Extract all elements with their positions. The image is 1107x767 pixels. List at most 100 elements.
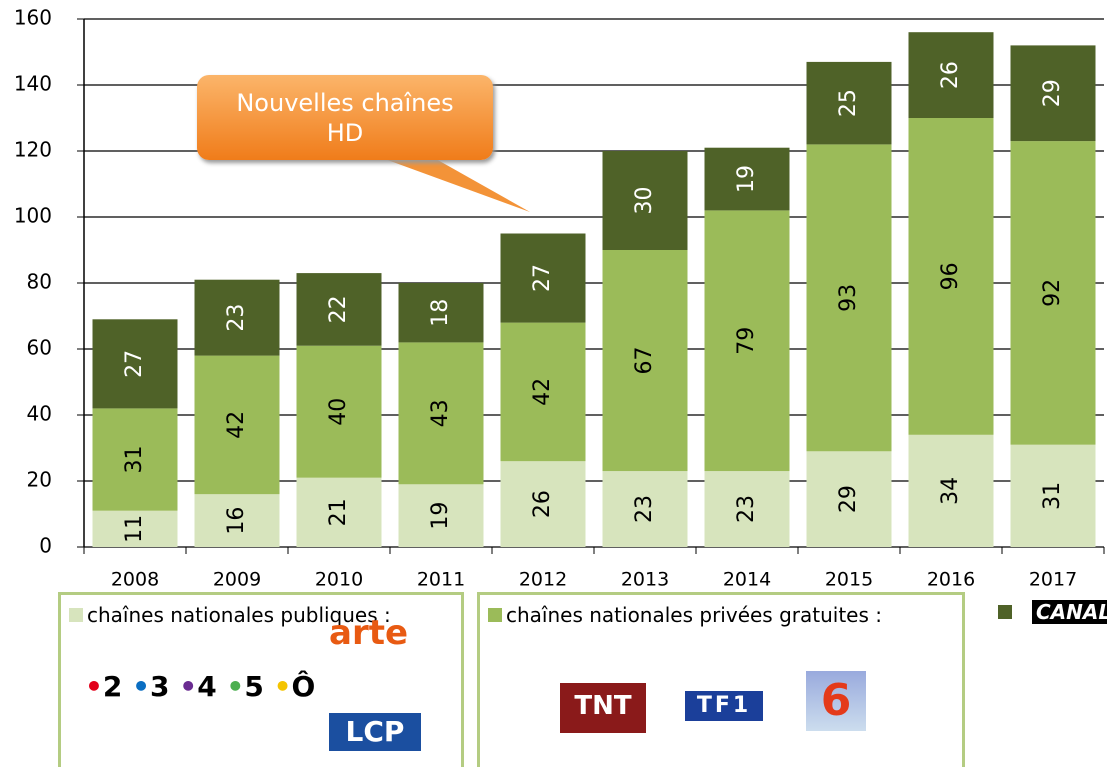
bar-segment — [194, 355, 280, 495]
bar-segment — [704, 147, 790, 211]
logo: 6 — [806, 671, 866, 731]
callout-pointer — [360, 150, 530, 212]
bar-segment — [908, 434, 994, 547]
bar-segment — [1010, 141, 1096, 445]
data-label: 40 — [326, 398, 351, 426]
data-label: 11 — [122, 515, 147, 543]
bar-segment — [398, 283, 484, 343]
bar-segment — [296, 345, 382, 478]
bar-segment — [194, 494, 280, 547]
bar-segment — [602, 471, 688, 547]
legend-label: CANAL+ — [1032, 600, 1107, 624]
x-tick-label: 2008 — [111, 569, 159, 591]
data-label: 79 — [734, 327, 759, 355]
y-tick-label: 40 — [27, 402, 52, 426]
y-tick-label: 160 — [14, 6, 52, 30]
x-tick-label: 2013 — [621, 569, 669, 591]
annotation-text: Nouvelles chaînes HD — [236, 88, 454, 147]
data-label: 26 — [938, 61, 963, 89]
bar-segment — [806, 451, 892, 547]
bar-segment — [806, 61, 892, 145]
legend-entry: chaînes nationales privées gratuites : — [480, 603, 962, 627]
data-label: 29 — [1040, 79, 1065, 107]
annotation: Nouvelles chaînes HD — [197, 75, 493, 160]
logo: 5 — [244, 670, 264, 703]
logo: 3 — [150, 670, 170, 703]
logo: 4 — [197, 670, 217, 703]
data-label: 26 — [530, 490, 555, 518]
logo: arte — [329, 613, 409, 653]
data-label: 34 — [938, 477, 963, 505]
data-label: 18 — [428, 299, 453, 327]
bar-segment — [92, 319, 178, 409]
chart: 0 20 40 60 80 100 120 140 160 2008 11 31 27 2009 16 42 2… — [14, 6, 1105, 591]
legend-swatch — [69, 608, 83, 622]
bar-segment — [1010, 45, 1096, 142]
data-label: 30 — [632, 187, 657, 215]
data-label: 16 — [224, 507, 249, 535]
bar-segment — [500, 322, 586, 462]
data-label: 25 — [836, 89, 861, 117]
data-label: 19 — [428, 502, 453, 530]
legend-label: chaînes nationales publiques : — [87, 603, 391, 627]
legend-entry: CANAL+ — [990, 600, 1107, 624]
logo-row: •2 •3 •4 •5 •Ô — [85, 670, 316, 703]
data-label: 31 — [122, 446, 147, 474]
data-label: 21 — [326, 498, 351, 526]
logo: Ô — [291, 670, 316, 703]
y-tick-label: 20 — [27, 468, 52, 492]
x-tick-label: 2014 — [723, 569, 771, 591]
bar-segment — [602, 250, 688, 472]
bar-segment — [92, 408, 178, 511]
data-label: 42 — [224, 411, 249, 439]
legend-box: chaînes nationales publiques : •2 •3 •4 … — [58, 592, 464, 767]
logo: TNT — [560, 683, 646, 733]
bar-segment — [500, 233, 586, 323]
bar-segment — [296, 273, 382, 346]
legend-box: chaînes nationales privées gratuites : T… — [477, 592, 965, 767]
logo: TF1 — [685, 691, 763, 721]
bar-segment — [908, 32, 994, 119]
bar-segment — [296, 477, 382, 547]
bar-segment — [398, 342, 484, 485]
data-label: 27 — [122, 350, 147, 378]
bar-segment — [704, 210, 790, 472]
data-label: 92 — [1040, 279, 1065, 307]
logo: 2 — [102, 670, 123, 703]
data-label: 23 — [734, 495, 759, 523]
legend-swatch — [998, 605, 1012, 619]
bar-segment — [398, 484, 484, 547]
y-tick-label: 80 — [27, 270, 52, 294]
data-label: 27 — [530, 264, 555, 292]
data-label: 23 — [224, 304, 249, 332]
logo: LCP — [329, 713, 421, 751]
x-tick-label: 2009 — [213, 569, 261, 591]
bar-segment — [500, 461, 586, 547]
legend-label: chaînes nationales privées gratuites : — [506, 603, 882, 627]
y-tick-label: 0 — [39, 534, 52, 558]
x-tick-label: 2017 — [1029, 569, 1077, 591]
bar-segment — [806, 144, 892, 452]
y-tick-label: 140 — [14, 72, 52, 96]
x-tick-label: 2015 — [825, 569, 873, 591]
data-label: 23 — [632, 495, 657, 523]
data-label: 42 — [530, 378, 555, 406]
data-label: 96 — [938, 262, 963, 290]
bar-segment — [602, 151, 688, 250]
data-label: 19 — [734, 165, 759, 193]
x-tick-label: 2012 — [519, 569, 567, 591]
x-tick-label: 2016 — [927, 569, 975, 591]
bar-segment — [92, 510, 178, 547]
legend-swatch — [488, 608, 502, 622]
data-label: 43 — [428, 399, 453, 427]
bar-segment — [1010, 444, 1096, 547]
bar-segment — [194, 279, 280, 356]
y-tick-label: 60 — [27, 336, 52, 360]
y-tick-label: 120 — [14, 138, 52, 162]
x-tick-label: 2011 — [417, 569, 465, 591]
data-label: 31 — [1040, 482, 1065, 510]
data-label: 67 — [632, 347, 657, 375]
x-tick-label: 2010 — [315, 569, 363, 591]
bar-segment — [704, 471, 790, 547]
